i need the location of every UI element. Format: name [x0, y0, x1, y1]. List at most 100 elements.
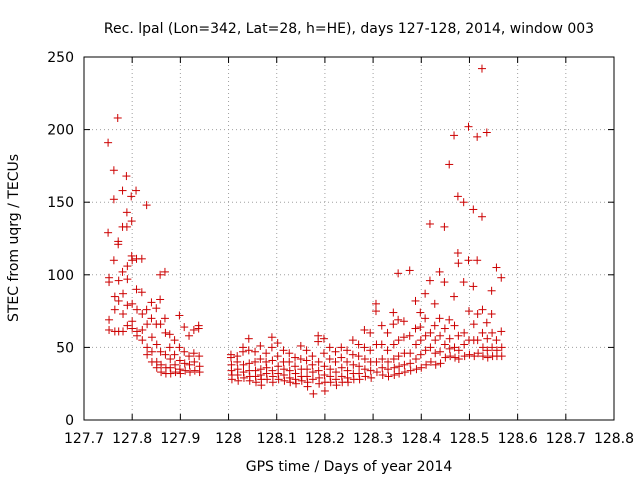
data-point: [454, 346, 463, 355]
data-point: [326, 365, 335, 374]
data-point: [421, 314, 430, 323]
data-point: [478, 305, 487, 314]
data-point: [411, 340, 420, 349]
data-point: [488, 343, 497, 352]
data-point: [256, 341, 265, 350]
data-point: [411, 296, 420, 305]
data-point: [394, 352, 403, 361]
data-point: [303, 382, 312, 391]
data-point: [474, 349, 483, 358]
data-point: [190, 366, 199, 375]
data-point: [252, 378, 261, 387]
data-point: [227, 375, 236, 384]
data-point: [453, 249, 462, 258]
data-point: [152, 304, 161, 313]
data-point: [114, 240, 123, 249]
data-point: [110, 305, 119, 314]
data-point: [426, 357, 435, 366]
data-point: [233, 357, 242, 366]
data-point: [181, 366, 190, 375]
data-point: [171, 368, 180, 377]
data-point: [147, 347, 156, 356]
data-point: [127, 192, 136, 201]
data-point: [473, 132, 482, 141]
data-point: [105, 315, 114, 324]
data-point: [383, 328, 392, 337]
data-point: [371, 299, 380, 308]
data-point: [416, 323, 425, 332]
data-point: [384, 372, 393, 381]
data-point: [291, 362, 300, 371]
data-point: [180, 323, 189, 332]
data-point: [394, 315, 403, 324]
data-point: [445, 160, 454, 169]
data-point: [156, 270, 165, 279]
data-point: [451, 353, 459, 362]
data-point: [114, 296, 123, 305]
x-tick-label: 128.5: [449, 431, 489, 447]
data-point: [244, 334, 253, 343]
data-point: [138, 310, 147, 319]
data-point: [426, 328, 435, 337]
data-point: [383, 346, 392, 355]
data-point: [492, 263, 501, 272]
data-point: [436, 331, 445, 340]
x-tick-label: 128.7: [546, 431, 586, 447]
data-point: [389, 340, 398, 349]
data-point: [309, 389, 318, 398]
x-tick-label: 128.1: [257, 431, 297, 447]
data-point: [430, 321, 439, 330]
data-point: [267, 343, 276, 352]
data-point: [171, 360, 180, 369]
data-point: [454, 355, 463, 364]
data-point: [394, 336, 403, 345]
data-point: [450, 343, 459, 352]
x-tick-label: 128.3: [353, 431, 393, 447]
data-point: [394, 269, 403, 278]
data-point: [337, 353, 346, 362]
data-point: [251, 347, 260, 356]
data-point: [430, 299, 439, 308]
data-point: [450, 292, 459, 301]
data-point: [239, 347, 247, 356]
data-point: [160, 314, 169, 323]
data-point: [459, 278, 468, 287]
x-tick-label: 127.7: [64, 431, 104, 447]
x-tick-label: 127.9: [160, 431, 200, 447]
data-point: [175, 343, 184, 352]
data-point: [156, 320, 165, 329]
data-point: [296, 355, 305, 364]
plot-frame: [83, 56, 615, 421]
data-point: [319, 349, 328, 358]
data-point: [450, 321, 459, 330]
data-point: [360, 355, 369, 364]
data-point: [263, 375, 272, 384]
data-point: [431, 360, 440, 369]
data-point: [459, 198, 468, 207]
data-point: [435, 267, 444, 276]
data-point: [226, 353, 235, 362]
data-point: [268, 378, 277, 387]
data-point: [119, 310, 128, 319]
data-point: [262, 349, 271, 358]
data-point: [454, 331, 463, 340]
data-point: [175, 311, 184, 320]
data-point: [440, 340, 449, 349]
data-point: [337, 363, 346, 372]
y-tick-label: 50: [56, 340, 74, 356]
data-point: [440, 324, 449, 333]
data-point: [308, 352, 317, 361]
data-point: [348, 350, 357, 359]
data-point: [355, 375, 364, 384]
data-point: [473, 256, 482, 265]
data-point: [320, 386, 329, 395]
data-point: [399, 333, 408, 342]
axis-ticks: 127.7 127.8 127.9 128 128.1 128.2 128.3 128.4 12…: [47, 50, 634, 447]
data-point: [366, 366, 375, 375]
data-point: [426, 343, 435, 352]
data-point: [285, 366, 294, 375]
data-point: [482, 318, 491, 327]
data-point: [185, 352, 194, 361]
data-point: [354, 340, 363, 349]
data-point: [239, 373, 248, 382]
